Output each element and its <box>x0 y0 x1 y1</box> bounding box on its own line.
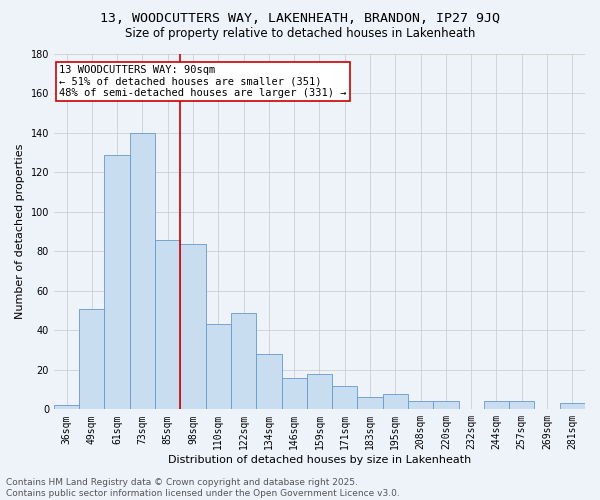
Bar <box>509 402 535 409</box>
Bar <box>231 312 256 410</box>
Bar <box>130 133 155 409</box>
Bar <box>560 404 585 409</box>
Y-axis label: Number of detached properties: Number of detached properties <box>15 144 25 320</box>
Bar <box>383 394 408 409</box>
Bar <box>79 308 104 410</box>
Bar <box>104 154 130 410</box>
Bar <box>358 398 383 409</box>
Text: Size of property relative to detached houses in Lakenheath: Size of property relative to detached ho… <box>125 28 475 40</box>
Bar <box>155 240 181 410</box>
Bar <box>484 402 509 409</box>
Text: Contains HM Land Registry data © Crown copyright and database right 2025.
Contai: Contains HM Land Registry data © Crown c… <box>6 478 400 498</box>
Bar <box>206 324 231 410</box>
Bar <box>54 406 79 409</box>
Bar <box>433 402 458 409</box>
Bar <box>307 374 332 410</box>
Bar <box>281 378 307 410</box>
Text: 13, WOODCUTTERS WAY, LAKENHEATH, BRANDON, IP27 9JQ: 13, WOODCUTTERS WAY, LAKENHEATH, BRANDON… <box>100 12 500 26</box>
Bar <box>181 244 206 410</box>
X-axis label: Distribution of detached houses by size in Lakenheath: Distribution of detached houses by size … <box>168 455 471 465</box>
Text: 13 WOODCUTTERS WAY: 90sqm
← 51% of detached houses are smaller (351)
48% of semi: 13 WOODCUTTERS WAY: 90sqm ← 51% of detac… <box>59 64 347 98</box>
Bar <box>408 402 433 409</box>
Bar <box>332 386 358 409</box>
Bar <box>256 354 281 410</box>
